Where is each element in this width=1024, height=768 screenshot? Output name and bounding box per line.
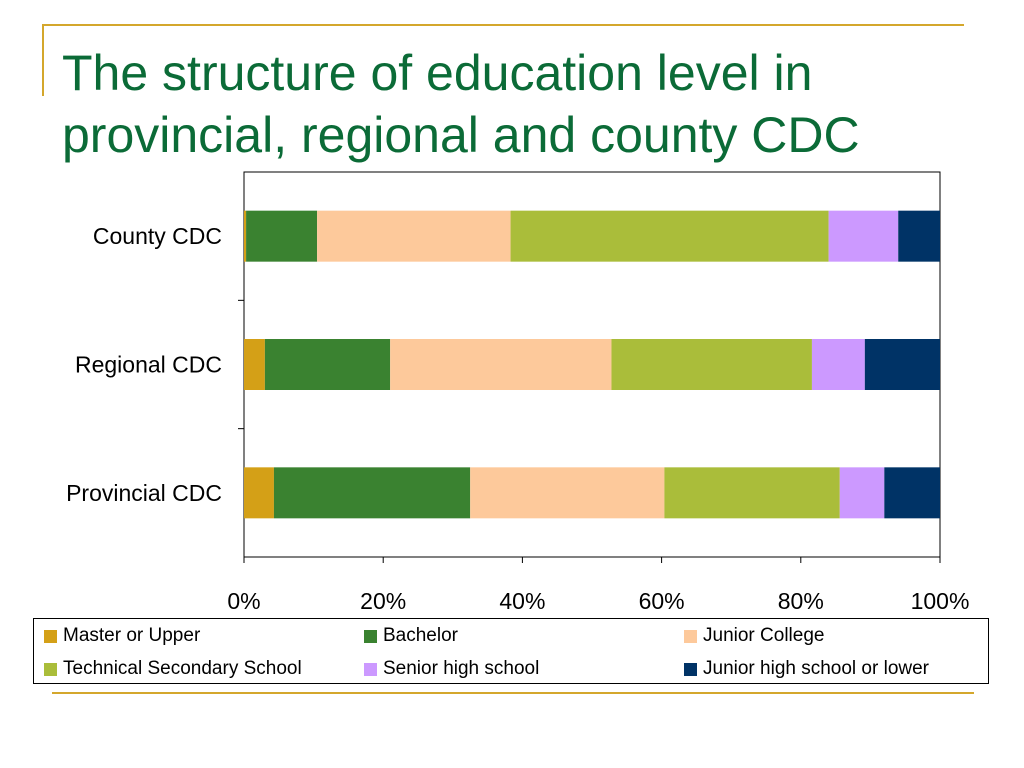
y-tick-label-provincial-cdc: Provincial CDC: [66, 480, 222, 506]
legend-swatch: [364, 629, 377, 643]
left-rule: [42, 24, 44, 96]
legend-label: Senior high school: [383, 658, 540, 679]
bar-provincial-cdc-senior-high-school: [839, 467, 885, 519]
legend-item-senior-high-school: Senior high school: [364, 658, 539, 680]
x-tick-label: 60%: [639, 588, 685, 614]
legend-label: Junior high school or lower: [703, 658, 930, 679]
y-tick-label-county-cdc: County CDC: [93, 223, 222, 249]
legend-item-junior-high-school-or-lower: Junior high school or lower: [684, 658, 929, 680]
legend-swatch: [44, 662, 57, 676]
top-rule: [42, 24, 964, 26]
legend-item-master-or-upper: Master or Upper: [44, 625, 200, 647]
bar-provincial-cdc-bachelor: [273, 467, 471, 519]
legend-swatch: [684, 629, 697, 643]
bar-county-cdc-junior-high-school-or-lower: [898, 210, 940, 262]
bar-county-cdc-technical-secondary-school: [510, 210, 829, 262]
bar-county-cdc-junior-college: [317, 210, 511, 262]
x-tick-label: 20%: [360, 588, 406, 614]
legend-item-bachelor: Bachelor: [364, 625, 458, 647]
x-tick-label: 40%: [499, 588, 545, 614]
legend-item-technical-secondary-school: Technical Secondary School: [44, 658, 302, 680]
legend-label: Junior College: [703, 625, 825, 646]
legend-label: Master or Upper: [63, 625, 201, 646]
bar-provincial-cdc-technical-secondary-school: [664, 467, 840, 519]
bar-provincial-cdc-junior-college: [470, 467, 665, 519]
legend-label: Bachelor: [383, 625, 458, 646]
x-tick-label: 80%: [778, 588, 824, 614]
legend-swatch: [364, 662, 377, 676]
bar-regional-cdc-junior-college: [390, 339, 612, 390]
slide-title-line-1: The structure of education level in: [62, 45, 813, 101]
legend-swatch: [44, 629, 57, 643]
slide-title: The structure of education level in prov…: [62, 42, 982, 166]
slide-title-line-2: provincial, regional and county CDC: [62, 107, 860, 163]
chart-legend: Master or Upper Bachelor Junior College Tec…: [33, 618, 989, 684]
bar-provincial-cdc-master-or-upper: [244, 467, 274, 519]
x-tick-label: 100%: [911, 588, 970, 614]
bar-regional-cdc-senior-high-school: [811, 339, 865, 390]
legend-swatch: [684, 662, 697, 676]
bar-regional-cdc-master-or-upper: [244, 339, 265, 390]
x-tick-label: 0%: [227, 588, 260, 614]
legend-label: Technical Secondary School: [63, 658, 302, 679]
bar-regional-cdc-bachelor: [264, 339, 391, 390]
legend-item-junior-college: Junior College: [684, 625, 824, 647]
bar-provincial-cdc-junior-high-school-or-lower: [884, 467, 940, 519]
bar-regional-cdc-junior-high-school-or-lower: [864, 339, 940, 390]
bar-regional-cdc-technical-secondary-school: [611, 339, 812, 390]
bar-county-cdc-bachelor: [246, 210, 318, 262]
bar-county-cdc-master-or-upper: [244, 210, 247, 262]
bottom-rule: [52, 692, 974, 694]
y-tick-label-regional-cdc: Regional CDC: [75, 352, 222, 378]
bar-county-cdc-senior-high-school: [828, 210, 899, 262]
